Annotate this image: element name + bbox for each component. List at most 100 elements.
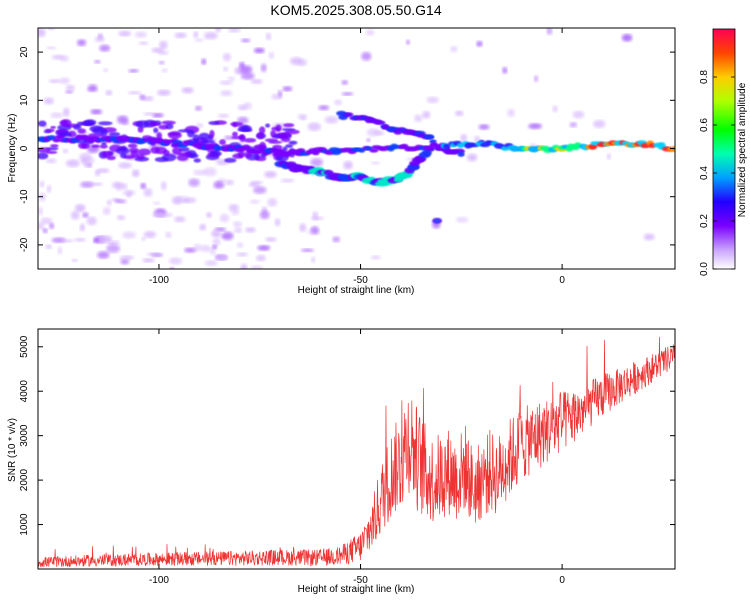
spectral-blob bbox=[118, 30, 132, 37]
figure-title: KOM5.2025.308.05.50.G14 bbox=[270, 2, 441, 18]
spectral-blob bbox=[274, 218, 281, 227]
x-tick-label: 0 bbox=[559, 275, 565, 286]
spectral-blob bbox=[343, 160, 353, 170]
spectral-blob bbox=[242, 144, 251, 151]
spectral-blob bbox=[208, 121, 220, 126]
spectral-blob bbox=[284, 129, 300, 135]
spectral-blob bbox=[257, 245, 271, 251]
spectral-blob bbox=[184, 247, 197, 253]
colorbar-tick-label: 0.8 bbox=[699, 70, 710, 84]
y-tick-label: 20 bbox=[19, 46, 30, 58]
spectral-blob bbox=[193, 158, 202, 163]
spectral-blob bbox=[143, 230, 157, 239]
x-tick-label: -50 bbox=[353, 275, 368, 286]
y-tick-label: 5000 bbox=[19, 335, 30, 358]
spectral-blob bbox=[97, 251, 110, 259]
spectral-blob bbox=[105, 90, 113, 96]
spectral-blob bbox=[76, 39, 87, 47]
spectral-blob bbox=[65, 84, 75, 91]
spectral-blob bbox=[606, 153, 612, 160]
colorbar-ticks: 0.0 0.2 0.4 0.6 0.8 bbox=[699, 70, 735, 276]
spectral-blob bbox=[217, 113, 230, 119]
spectral-blob bbox=[168, 257, 183, 265]
spectral-blob bbox=[221, 231, 234, 241]
spectral-blob bbox=[310, 256, 316, 263]
spectral-blob bbox=[268, 51, 275, 59]
spectral-blob bbox=[193, 169, 207, 176]
spectral-blob bbox=[42, 228, 48, 234]
spectral-blob bbox=[334, 99, 342, 106]
spectral-blob bbox=[200, 139, 215, 144]
spectral-blob bbox=[65, 90, 73, 94]
spectral-blob bbox=[233, 221, 243, 228]
spectral-blob bbox=[231, 135, 245, 140]
spectral-blob bbox=[405, 39, 411, 45]
snr-x-ticks: -100 -50 0 bbox=[149, 329, 565, 586]
spectral-blob bbox=[466, 153, 478, 162]
spectral-blob bbox=[140, 182, 147, 189]
spectral-blob bbox=[45, 158, 57, 164]
spectral-blob bbox=[38, 152, 49, 160]
spectral-blob bbox=[209, 130, 215, 138]
spectral-blob bbox=[194, 38, 204, 42]
spectral-blob bbox=[210, 150, 222, 157]
spectral-blob bbox=[528, 123, 542, 130]
spectral-blob bbox=[478, 124, 490, 130]
spectral-blob bbox=[48, 79, 62, 84]
spectral-blob bbox=[74, 237, 86, 242]
spectral-blob bbox=[243, 138, 257, 143]
x-tick-label: -100 bbox=[149, 575, 169, 586]
spectral-blob bbox=[211, 230, 222, 238]
spectral-blob bbox=[240, 38, 251, 43]
spectral-blob bbox=[158, 60, 165, 65]
spectral-blob bbox=[91, 144, 100, 148]
colorbar-label: Normalized spectral amplitude bbox=[737, 82, 748, 217]
spectral-blob bbox=[255, 156, 267, 162]
spectral-blob bbox=[49, 222, 55, 230]
spectral-blob bbox=[94, 169, 101, 177]
spectral-blob bbox=[50, 112, 64, 119]
spectral-blob bbox=[533, 75, 539, 83]
spectral-blob bbox=[71, 258, 78, 263]
spectral-blob bbox=[200, 245, 211, 252]
snr-y-ticks: 1000 2000 3000 4000 5000 bbox=[19, 335, 675, 536]
spectral-blob bbox=[139, 94, 146, 101]
spectral-blob bbox=[250, 79, 263, 84]
spectral-blob bbox=[99, 44, 111, 52]
spectral-blob bbox=[63, 107, 70, 117]
colorbar-tick-label: 0.4 bbox=[699, 166, 710, 180]
spectral-blob bbox=[127, 143, 138, 149]
spectral-blob bbox=[232, 131, 238, 137]
spectral-blob bbox=[310, 158, 323, 167]
spectral-blob bbox=[370, 255, 381, 260]
spectral-blob bbox=[245, 227, 256, 233]
snr-y-label: SNR (10 * v/v) bbox=[7, 418, 18, 482]
snr-panel: -100 -50 0 1000 2000 3000 4000 5000 Height of … bbox=[7, 328, 676, 595]
spectral-blob bbox=[102, 206, 111, 216]
spectral-blob bbox=[233, 227, 243, 233]
spectral-blob bbox=[215, 28, 222, 33]
spectrogram-blobs bbox=[38, 28, 675, 269]
spectral-blob bbox=[181, 87, 194, 94]
spectral-blob bbox=[97, 121, 113, 126]
spectral-blob bbox=[284, 144, 294, 149]
colorbar-gradient bbox=[712, 28, 736, 270]
spectral-blob bbox=[116, 146, 130, 155]
spectral-blob bbox=[460, 134, 468, 142]
spectral-blob bbox=[546, 28, 553, 35]
spectral-blob bbox=[312, 211, 319, 221]
spectral-blob bbox=[260, 63, 267, 73]
spectral-blob bbox=[65, 159, 80, 168]
spectral-blob bbox=[157, 89, 171, 96]
y-tick-label: 3000 bbox=[19, 424, 30, 447]
spectral-blob bbox=[111, 181, 123, 189]
spectral-blob bbox=[151, 47, 164, 53]
spectral-blob bbox=[138, 41, 149, 46]
spectral-blob bbox=[228, 28, 241, 33]
spectral-blob bbox=[78, 142, 88, 149]
spectral-blob bbox=[150, 146, 160, 154]
x-tick-label: 0 bbox=[559, 575, 565, 586]
spectral-blob bbox=[236, 242, 244, 248]
spectral-blob bbox=[57, 246, 63, 255]
